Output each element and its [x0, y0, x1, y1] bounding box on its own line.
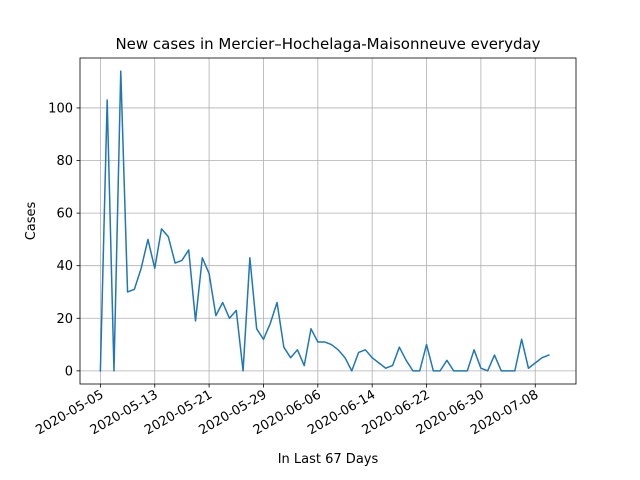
y-tick-label: 60 — [56, 207, 73, 222]
x-axis-label: In Last 67 Days — [278, 452, 379, 467]
y-axis: 0 20 40 60 80 100 — [48, 101, 80, 379]
y-tick-label: 100 — [48, 101, 73, 116]
series-layer — [99, 70, 550, 372]
grid-lines — [80, 58, 576, 384]
y-tick-label: 80 — [56, 154, 73, 169]
plot-frame — [79, 57, 577, 385]
y-tick-label: 0 — [65, 364, 73, 379]
series-line — [99, 70, 550, 372]
y-tick-label: 20 — [56, 312, 73, 327]
chart-title: New cases in Mercier–Hochelaga-Maisonneu… — [115, 35, 540, 53]
y-axis-label: Cases — [24, 201, 39, 240]
y-tick-label: 40 — [56, 259, 73, 274]
